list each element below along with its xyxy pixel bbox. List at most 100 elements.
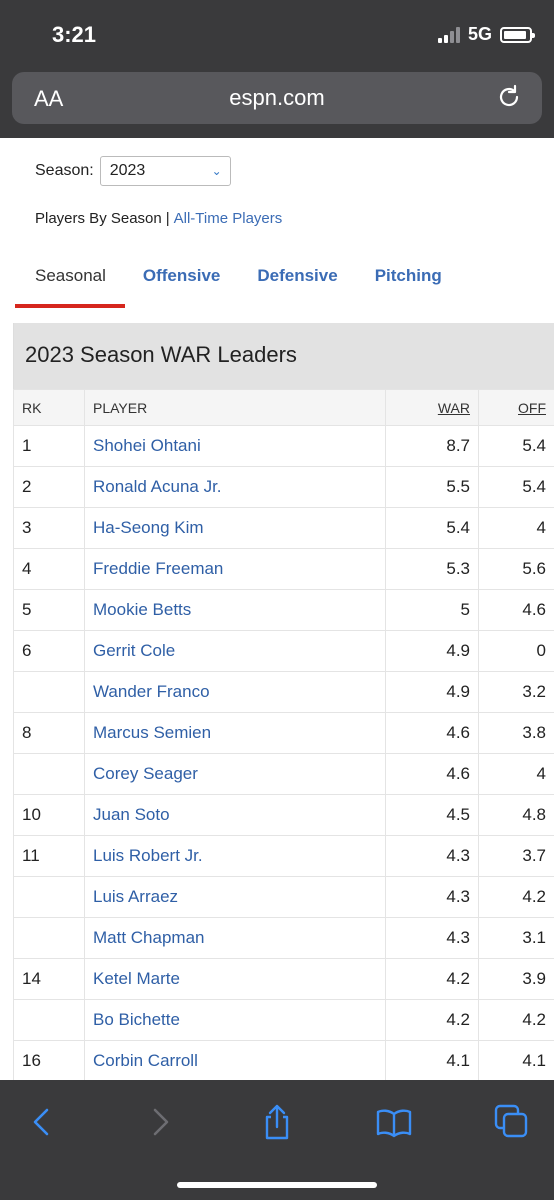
rank-cell: 16 xyxy=(13,1040,85,1080)
tab-pitching[interactable]: Pitching xyxy=(375,260,442,308)
table-header-row: RK PLAYER WAR OFF xyxy=(13,389,554,426)
back-icon[interactable] xyxy=(22,1102,62,1142)
tab-seasonal[interactable]: Seasonal xyxy=(15,260,125,308)
player-link[interactable]: Corbin Carroll xyxy=(84,1040,386,1080)
player-link[interactable]: Mookie Betts xyxy=(84,589,386,631)
tab-label: Defensive xyxy=(257,266,338,285)
browser-toolbar xyxy=(0,1080,554,1200)
text-size-button[interactable]: AA xyxy=(34,86,63,112)
player-link[interactable]: Matt Chapman xyxy=(84,917,386,959)
rank-cell xyxy=(13,917,85,959)
tab-offensive[interactable]: Offensive xyxy=(143,260,220,308)
off-cell: 3.1 xyxy=(478,917,554,959)
player-link[interactable]: Ketel Marte xyxy=(84,958,386,1000)
table-row: Bo Bichette 4.2 4.2 xyxy=(13,999,554,1041)
tabs-icon[interactable] xyxy=(492,1102,532,1142)
reload-icon[interactable] xyxy=(496,84,522,110)
player-link[interactable]: Luis Arraez xyxy=(84,876,386,918)
off-cell: 5.4 xyxy=(478,466,554,508)
war-cell: 4.5 xyxy=(385,794,479,836)
all-time-players-link[interactable]: All-Time Players xyxy=(173,210,283,227)
tab-label: Pitching xyxy=(374,266,442,285)
rank-cell xyxy=(13,753,85,795)
table-row: 1 Shohei Ohtani 8.7 5.4 xyxy=(13,425,554,467)
player-link[interactable]: Ha-Seong Kim xyxy=(84,507,386,549)
player-link[interactable]: Luis Robert Jr. xyxy=(84,835,386,877)
text-size-label: AA xyxy=(34,86,64,111)
war-cell: 8.7 xyxy=(385,425,479,467)
table-row: 14 Ketel Marte 4.2 3.9 xyxy=(13,958,554,1000)
bookmarks-icon[interactable] xyxy=(374,1102,414,1142)
tab-label: Seasonal xyxy=(35,266,106,285)
off-cell: 3.8 xyxy=(478,712,554,754)
war-cell: 4.2 xyxy=(385,958,479,1000)
player-link[interactable]: Bo Bichette xyxy=(84,999,386,1041)
table-row: Matt Chapman 4.3 3.1 xyxy=(13,917,554,959)
rank-cell: 14 xyxy=(13,958,85,1000)
war-cell: 4.9 xyxy=(385,630,479,672)
rank-cell: 2 xyxy=(13,466,85,508)
player-link[interactable]: Ronald Acuna Jr. xyxy=(84,466,386,508)
web-content: Season: 2023 ⌄ Players By Season | All-Tim… xyxy=(0,138,554,1080)
table-title-bar: 2023 Season WAR Leaders xyxy=(13,323,554,389)
player-link[interactable]: Wander Franco xyxy=(84,671,386,713)
rank-cell: 10 xyxy=(13,794,85,836)
player-link[interactable]: Gerrit Cole xyxy=(84,630,386,672)
off-cell: 4 xyxy=(478,507,554,549)
war-cell: 4.3 xyxy=(385,835,479,877)
rank-cell xyxy=(13,876,85,918)
rank-cell: 1 xyxy=(13,425,85,467)
header-off[interactable]: OFF xyxy=(478,389,554,426)
war-cell: 4.3 xyxy=(385,917,479,959)
tab-label: Offensive xyxy=(142,266,221,285)
browser-top-chrome: 3:21 5G AA espn.com xyxy=(0,0,554,138)
battery-icon xyxy=(500,26,535,43)
rank-cell xyxy=(13,999,85,1041)
off-cell: 4.2 xyxy=(478,999,554,1041)
war-cell: 5.3 xyxy=(385,548,479,590)
rank-cell: 11 xyxy=(13,835,85,877)
rank-cell: 4 xyxy=(13,548,85,590)
players-by-season-text: Players By Season xyxy=(35,210,162,227)
season-selected-value: 2023 xyxy=(109,162,146,179)
header-rk: RK xyxy=(13,389,85,426)
share-icon[interactable] xyxy=(257,1102,297,1142)
header-war[interactable]: WAR xyxy=(385,389,479,426)
player-link[interactable]: Corey Seager xyxy=(84,753,386,795)
status-indicators: 5G xyxy=(437,24,535,45)
table-row: Wander Franco 4.9 3.2 xyxy=(13,671,554,713)
rank-cell: 8 xyxy=(13,712,85,754)
season-select[interactable]: 2023 ⌄ xyxy=(99,156,231,186)
table-title: 2023 Season WAR Leaders xyxy=(25,342,297,367)
forward-icon xyxy=(153,1108,169,1136)
off-cell: 3.2 xyxy=(478,671,554,713)
table-row: 8 Marcus Semien 4.6 3.8 xyxy=(13,712,554,754)
player-link[interactable]: Juan Soto xyxy=(84,794,386,836)
table-row: 11 Luis Robert Jr. 4.3 3.7 xyxy=(13,835,554,877)
tab-defensive[interactable]: Defensive xyxy=(257,260,337,308)
network-type: 5G xyxy=(467,24,492,44)
war-cell: 4.3 xyxy=(385,876,479,918)
url-text[interactable]: espn.com xyxy=(229,85,325,110)
table-row: 6 Gerrit Cole 4.9 0 xyxy=(13,630,554,672)
war-cell: 5 xyxy=(385,589,479,631)
season-filter: Season: 2023 ⌄ xyxy=(35,156,231,186)
off-cell: 4.2 xyxy=(478,876,554,918)
player-link[interactable]: Freddie Freeman xyxy=(84,548,386,590)
season-label: Season: xyxy=(35,162,94,179)
off-cell: 4.8 xyxy=(478,794,554,836)
player-link[interactable]: Marcus Semien xyxy=(84,712,386,754)
address-bar[interactable]: AA espn.com xyxy=(12,72,542,124)
player-scope-links: Players By Season | All-Time Players xyxy=(35,210,282,227)
player-link[interactable]: Shohei Ohtani xyxy=(84,425,386,467)
header-player: PLAYER xyxy=(84,389,386,426)
status-time: 3:21 xyxy=(52,22,97,47)
table-row: 10 Juan Soto 4.5 4.8 xyxy=(13,794,554,836)
link-separator: | xyxy=(165,210,170,227)
war-cell: 4.9 xyxy=(385,671,479,713)
table-row: 2 Ronald Acuna Jr. 5.5 5.4 xyxy=(13,466,554,508)
leaders-table: RK PLAYER WAR OFF 1 Shohei Ohtani 8.7 5.4 2 R… xyxy=(13,389,554,1080)
war-cell: 4.2 xyxy=(385,999,479,1041)
stat-tabs: Seasonal Offensive Defensive Pitching xyxy=(15,260,479,308)
war-cell: 5.4 xyxy=(385,507,479,549)
